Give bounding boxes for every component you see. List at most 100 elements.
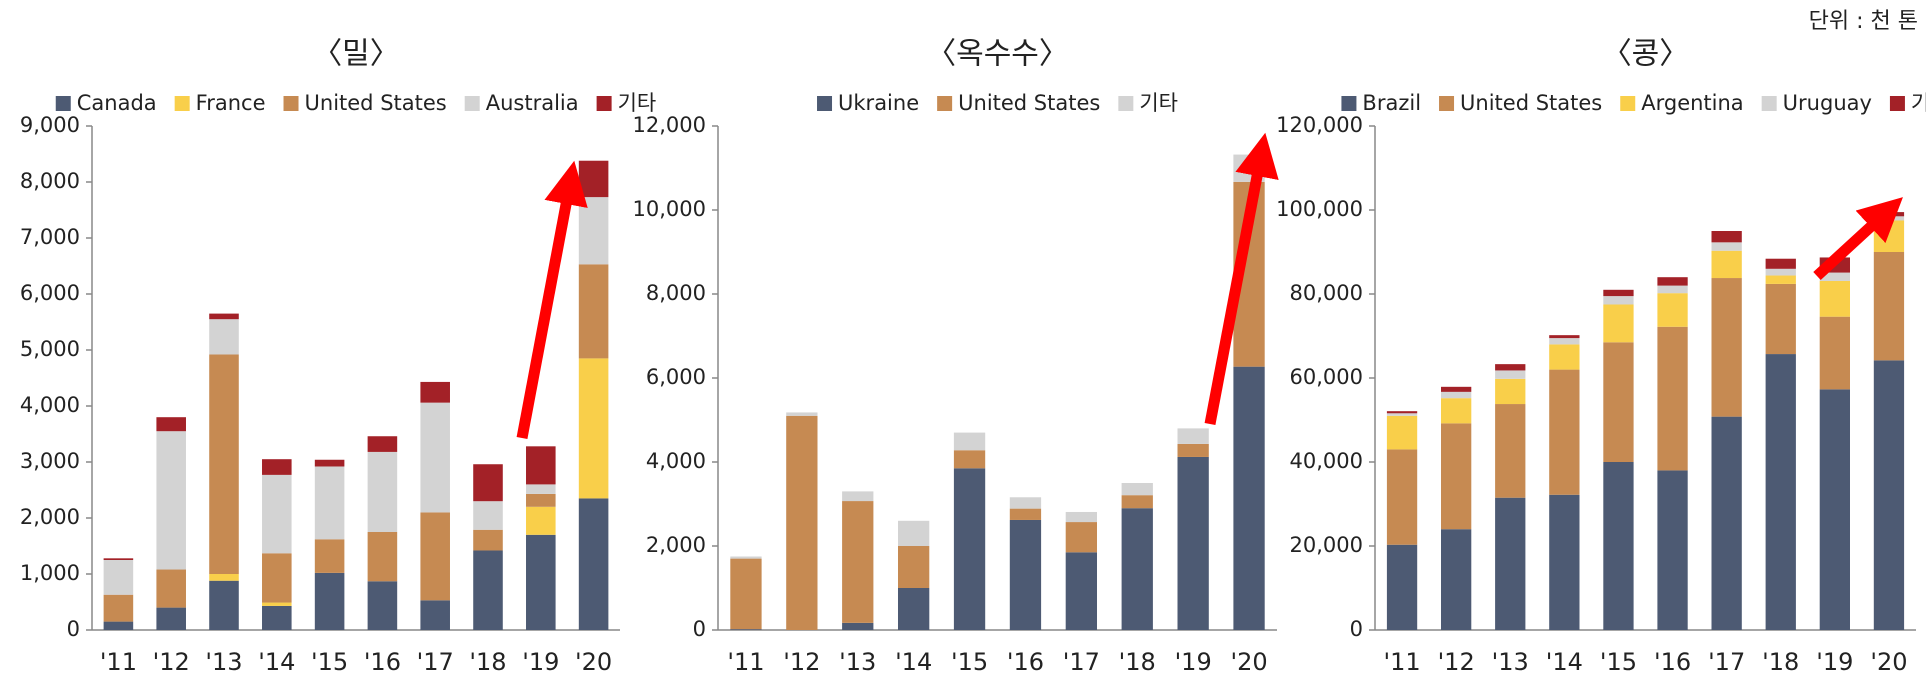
bar-segment bbox=[314, 466, 345, 540]
bar-segment bbox=[262, 553, 292, 603]
bar-segment bbox=[1711, 278, 1742, 417]
legend-swatch bbox=[1341, 96, 1357, 111]
bar-segment bbox=[1711, 250, 1742, 279]
arrow bbox=[1813, 197, 1903, 281]
y-tick-label: 20,000 bbox=[1290, 533, 1363, 557]
bar-segment bbox=[314, 539, 345, 573]
panel-title: 〈옥수수〉 bbox=[926, 37, 1069, 72]
bar-segment bbox=[1603, 296, 1634, 305]
bar-segment bbox=[209, 574, 239, 581]
bar-segment bbox=[1711, 242, 1742, 251]
bar-segment bbox=[842, 622, 874, 630]
x-tick-label: '14 bbox=[258, 648, 295, 676]
bar-segment bbox=[156, 607, 186, 630]
bar-segment bbox=[103, 594, 134, 622]
bar-segment bbox=[1657, 293, 1688, 327]
bar-segment bbox=[1873, 252, 1905, 361]
panel-title: 〈밀〉 bbox=[312, 37, 400, 72]
x-tick-label: '13 bbox=[205, 648, 242, 676]
x-tick-label: '11 bbox=[727, 648, 764, 676]
x-tick-label: '17 bbox=[1708, 648, 1745, 676]
x-tick-label: '14 bbox=[895, 648, 932, 676]
legend-swatch bbox=[464, 96, 480, 111]
x-tick-label: '18 bbox=[469, 648, 506, 676]
bar-segment bbox=[262, 605, 292, 630]
bar-segment bbox=[1009, 497, 1042, 509]
bar-segment bbox=[526, 493, 556, 507]
y-tick-label: 2,000 bbox=[646, 533, 706, 557]
bar-segment bbox=[1657, 326, 1688, 471]
x-tick-label: '15 bbox=[951, 648, 988, 676]
bar-segment bbox=[1603, 462, 1634, 630]
bar-segment bbox=[1873, 360, 1905, 630]
bar-segment bbox=[1177, 443, 1209, 457]
x-tick-label: '19 bbox=[522, 648, 559, 676]
bar-segment bbox=[578, 358, 609, 499]
bar-segment bbox=[1765, 354, 1796, 630]
bar-segment bbox=[1495, 378, 1526, 405]
legend-swatch bbox=[1761, 96, 1777, 111]
bar-segment bbox=[578, 160, 609, 198]
y-tick-label: 0 bbox=[1350, 617, 1363, 641]
x-tick-label: '20 bbox=[1230, 648, 1267, 676]
bar-segment bbox=[1065, 552, 1098, 630]
x-tick-label: '15 bbox=[1600, 648, 1637, 676]
bar-segment bbox=[526, 534, 556, 630]
bar-segment bbox=[526, 446, 556, 485]
bar-segment bbox=[1441, 423, 1472, 530]
legend-label: 기타 bbox=[1139, 91, 1178, 115]
x-tick-label: '18 bbox=[1762, 648, 1799, 676]
bar-segment bbox=[526, 506, 556, 535]
legend-swatch bbox=[55, 96, 71, 111]
bar-segment bbox=[420, 402, 450, 513]
bar-segment bbox=[1121, 483, 1153, 496]
bar-segment bbox=[1386, 413, 1418, 416]
x-tick-label: '20 bbox=[1870, 648, 1907, 676]
legend-swatch bbox=[937, 96, 953, 111]
y-tick-label: 40,000 bbox=[1290, 449, 1363, 473]
bar-segment bbox=[1549, 494, 1580, 630]
x-tick-label: '16 bbox=[364, 648, 401, 676]
legend-swatch bbox=[174, 96, 190, 111]
y-tick-label: 10,000 bbox=[633, 197, 706, 221]
bar-segment bbox=[578, 264, 609, 359]
bar-segment bbox=[1603, 304, 1634, 343]
bar-segment bbox=[156, 431, 186, 570]
bar-segment bbox=[1177, 456, 1209, 630]
bar-segment bbox=[473, 529, 503, 551]
y-tick-label: 5,000 bbox=[20, 337, 80, 361]
bar-segment bbox=[367, 581, 398, 630]
bar-segment bbox=[367, 436, 398, 452]
y-tick-label: 3,000 bbox=[20, 449, 80, 473]
bar-segment bbox=[1441, 529, 1472, 630]
bar-segment bbox=[1441, 386, 1472, 392]
x-tick-label: '16 bbox=[1007, 648, 1044, 676]
legend: Canada France United States Australia 기타 bbox=[55, 91, 656, 115]
bar-segment bbox=[1065, 511, 1098, 523]
bar-segment bbox=[1495, 404, 1526, 498]
x-tick-label: '12 bbox=[153, 648, 190, 676]
bar-segment bbox=[262, 602, 292, 606]
bar-segment bbox=[1441, 398, 1472, 424]
bar-segment bbox=[103, 560, 134, 595]
bar-segment bbox=[897, 588, 930, 630]
bar-segment bbox=[1386, 411, 1418, 414]
bar-segment bbox=[1121, 508, 1153, 630]
bar-segment bbox=[1386, 544, 1418, 630]
y-tick-label: 4,000 bbox=[646, 449, 706, 473]
bar-segment bbox=[262, 474, 292, 554]
y-tick-label: 120,000 bbox=[1276, 113, 1363, 137]
bar-segment bbox=[897, 546, 930, 588]
x-tick-label: '20 bbox=[575, 648, 612, 676]
bar-segment bbox=[897, 520, 930, 546]
legend-swatch bbox=[596, 96, 612, 111]
bar-segment bbox=[1819, 272, 1850, 281]
legend-swatch bbox=[1118, 96, 1134, 111]
legend-label: United States bbox=[305, 91, 447, 115]
bar-segment bbox=[1495, 364, 1526, 371]
legend: Brazil United States Argentina Uruguay 기타 bbox=[1341, 91, 1926, 115]
x-tick-label: '13 bbox=[839, 648, 876, 676]
bar-segment bbox=[473, 550, 503, 630]
x-tick-label: '12 bbox=[783, 648, 820, 676]
bar-segment bbox=[1549, 338, 1580, 345]
